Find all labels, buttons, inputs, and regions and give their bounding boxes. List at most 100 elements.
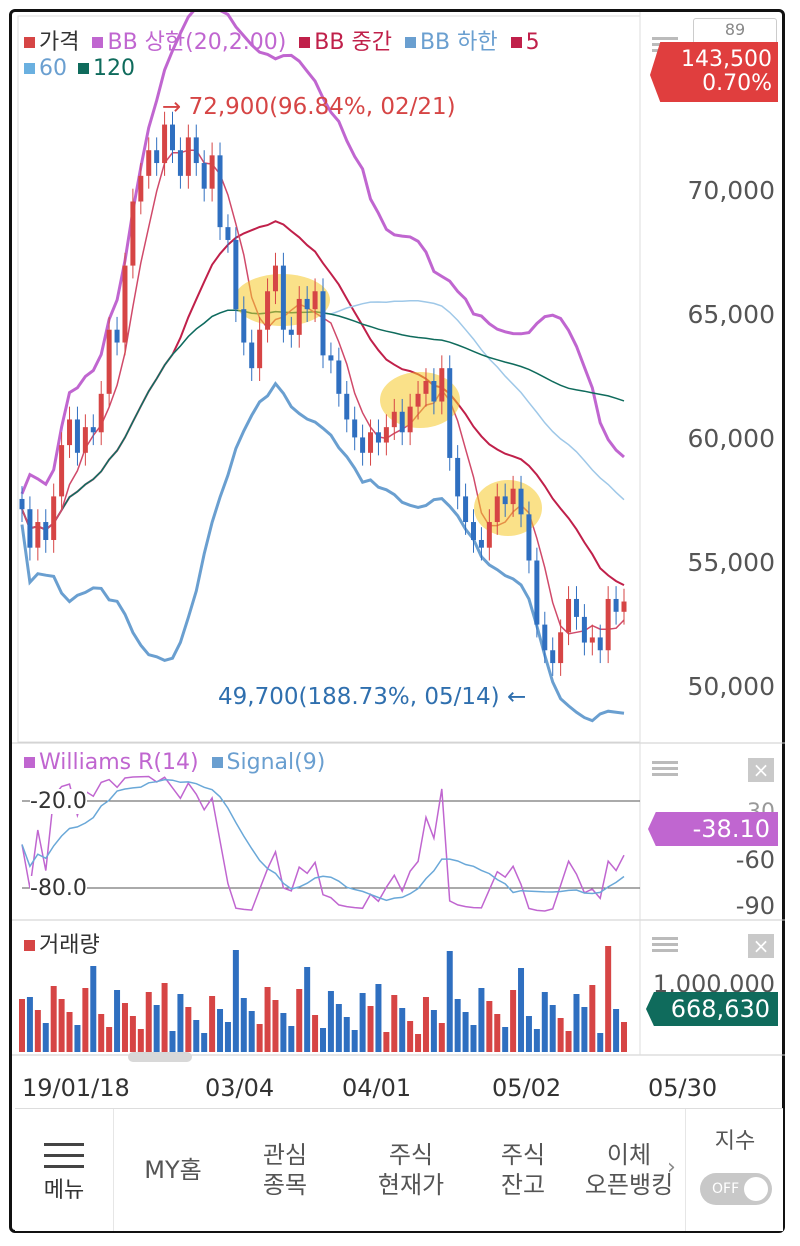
ma5-line <box>21 149 625 635</box>
y-tick: 50,000 <box>687 672 775 701</box>
candle-body <box>383 427 389 443</box>
nav-watchlist[interactable]: 관심 종목 <box>233 1109 337 1231</box>
candle-body <box>558 632 564 664</box>
nav-stock-balance[interactable]: 주식 잔고 <box>475 1109 571 1231</box>
close-icon[interactable]: × <box>748 758 774 782</box>
volume-bar <box>320 1028 326 1052</box>
volume-bar <box>264 987 271 1052</box>
legend-bb-upper: BB 상한(20,2.00) <box>92 30 286 55</box>
candle-body <box>43 522 49 540</box>
index-label: 지수 <box>714 1129 756 1154</box>
chart-area[interactable] <box>12 12 785 1106</box>
legend-signal: Signal(9) <box>211 750 325 775</box>
candle-body <box>336 360 342 394</box>
volume-bar <box>193 1020 200 1052</box>
candle-body <box>518 488 524 515</box>
candle-body <box>193 137 199 164</box>
nav-label: 주식 <box>500 1141 546 1169</box>
nav-label: 오픈뱅킹 <box>584 1171 674 1199</box>
candle-body <box>146 150 152 176</box>
menu-button[interactable]: 메뉴 <box>15 1109 114 1231</box>
volume-bar <box>494 1014 501 1052</box>
volume-bar <box>399 1008 406 1052</box>
volume-bar <box>518 968 525 1052</box>
volume-bar <box>98 1014 105 1052</box>
chart-canvas[interactable] <box>12 12 785 1106</box>
ref-line-label: -20.0 <box>30 789 87 814</box>
index-toggle[interactable]: OFF <box>700 1173 772 1205</box>
candle-body <box>74 419 80 453</box>
nav-label: 이체 <box>606 1141 652 1169</box>
signal-line <box>21 778 625 902</box>
legend-volume: 거래량 <box>24 933 100 958</box>
nav-stock-price[interactable]: 주식 현재가 <box>347 1109 475 1231</box>
candle-body <box>162 124 168 164</box>
candle-body <box>542 624 548 651</box>
volume-bar <box>209 996 216 1052</box>
volume-bar <box>161 983 168 1052</box>
candle-body <box>67 419 73 446</box>
drag-handle-icon[interactable] <box>652 758 678 778</box>
menu-label: 메뉴 <box>43 1177 85 1203</box>
y-tick: -60 <box>735 846 775 874</box>
volume-bar <box>114 990 121 1052</box>
candle-body <box>90 427 96 433</box>
x-tick: 05/30 <box>648 1074 718 1102</box>
nav-label: 종목 <box>262 1171 308 1199</box>
volume-bar <box>19 999 25 1052</box>
volume-bar <box>383 1032 390 1052</box>
volume-bar <box>470 1025 477 1052</box>
volume-bar <box>58 999 65 1052</box>
volume-bar <box>42 1023 49 1052</box>
volume-bar <box>430 1010 437 1052</box>
legend-ma60: 60 <box>24 56 67 81</box>
candle-body <box>494 496 500 523</box>
volume-bar <box>525 1016 532 1052</box>
nav-my-home[interactable]: MY홈 <box>119 1109 227 1231</box>
chevron-right-icon[interactable]: › <box>667 1155 676 1180</box>
candle-body <box>27 509 33 548</box>
volume-bar <box>106 1027 113 1052</box>
nav-transfer[interactable]: 이체 오픈뱅킹 <box>575 1109 683 1231</box>
legend-ma5: 5 <box>510 30 540 55</box>
candle-body <box>360 437 366 453</box>
candle-body <box>478 539 484 548</box>
candle-body <box>566 598 572 633</box>
candle-body <box>447 368 453 458</box>
ma-legend: 60 120 <box>24 56 135 81</box>
candle-body <box>185 137 191 176</box>
volume-bar <box>50 986 57 1052</box>
volume-bar <box>415 1034 422 1052</box>
bb-upper-line <box>20 12 625 495</box>
current-price: 143,500 <box>681 47 772 72</box>
volume-bar <box>375 984 382 1052</box>
candle-body <box>217 155 223 228</box>
volume-bar <box>446 951 453 1052</box>
volume-bar <box>272 1000 279 1052</box>
candle-body <box>344 393 350 420</box>
volume-bar <box>90 966 97 1052</box>
price-legend: 가격 BB 상한(20,2.00) BB 중간 BB 하한 5 <box>24 24 540 56</box>
candle-body <box>471 522 476 540</box>
chart-scrollbar[interactable] <box>128 1052 192 1062</box>
candle-body <box>122 265 128 343</box>
close-icon[interactable]: × <box>748 934 774 958</box>
candle-body <box>328 355 334 361</box>
low-annotation: 49,700(188.73%, 05/14) ← <box>218 684 527 710</box>
volume-bar <box>185 1007 192 1052</box>
volume-bar <box>169 1031 176 1052</box>
legend-price: 가격 <box>24 30 79 55</box>
nav-label: 현재가 <box>377 1171 445 1199</box>
volume-bar <box>335 1004 342 1052</box>
candle-body <box>605 598 611 651</box>
candle-body <box>613 598 619 612</box>
volume-bar <box>407 1021 414 1052</box>
volume-bar <box>82 988 89 1052</box>
x-tick: 05/02 <box>492 1074 562 1102</box>
y-tick: 65,000 <box>687 300 775 329</box>
candle-body <box>225 227 231 240</box>
drag-handle-icon[interactable] <box>652 934 678 954</box>
candle-body <box>581 616 587 643</box>
volume-bar <box>232 950 239 1052</box>
volume-bar <box>153 1005 160 1052</box>
